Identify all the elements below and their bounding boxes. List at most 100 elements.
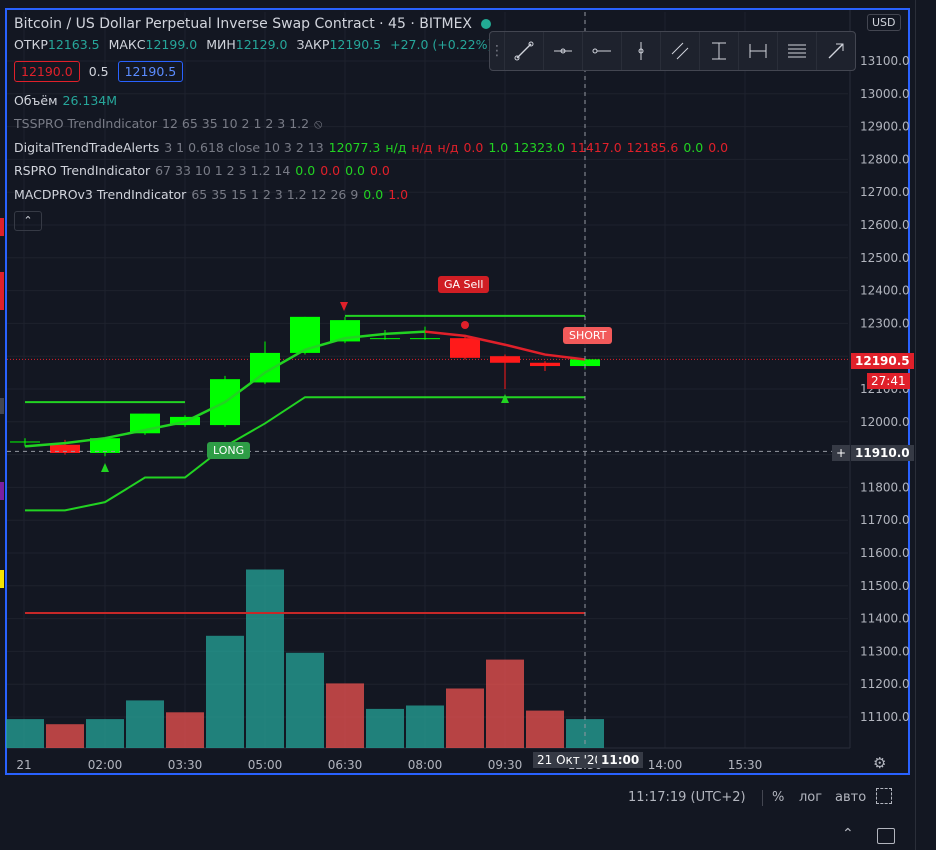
ga-sell-label: GA Sell (438, 276, 490, 293)
buy-button[interactable]: 12190.5 (117, 61, 184, 82)
candle-body (370, 338, 400, 340)
fullscreen-icon[interactable] (876, 788, 892, 804)
indicator-value: 0.0 (295, 163, 316, 178)
indicator-legend[interactable]: TSSPRO TrendIndicator 12 65 35 10 2 1 2 3… (14, 116, 327, 132)
indicator-value: 0.0 (463, 140, 484, 155)
close-label: ЗАКР (296, 37, 330, 52)
price-axis-label: 11300.0 (860, 644, 910, 658)
price-axis-label: 12500.0 (860, 251, 910, 265)
arrow-tool-icon[interactable] (816, 32, 855, 70)
settings-gear-icon[interactable]: ⚙ (873, 754, 887, 772)
indicator-value: 12323.0 (513, 140, 565, 155)
price-axis-label: 12800.0 (860, 152, 910, 166)
indicator-name: RSPRO TrendIndicator (14, 163, 151, 178)
auto-toggle[interactable]: авто (835, 790, 867, 805)
price-axis-label: 13100.0 (860, 54, 910, 68)
chevron-up-icon[interactable]: ⌃ (842, 826, 854, 842)
time-axis-label: 06:30 (328, 758, 363, 772)
trend-line-tool-icon[interactable] (504, 32, 543, 70)
change-value: +27.0 (+0.22%) (390, 37, 493, 52)
market-open-icon (481, 19, 492, 29)
indicator-name: TSSPRO TrendIndicator (14, 116, 157, 131)
parallel-channel-tool-icon[interactable] (660, 32, 699, 70)
hidden-eye-icon[interactable]: ⦸ (314, 116, 323, 131)
price-axis-label: 11400.0 (860, 612, 910, 626)
indicator-value: 12185.6 (626, 140, 679, 155)
indicator-value: н/д (411, 140, 433, 155)
volume-bar (286, 652, 324, 748)
fib-retracement-tool-icon[interactable] (777, 32, 816, 70)
open-label: ОТКР (14, 37, 48, 52)
price-axis-label: 11800.0 (860, 480, 910, 494)
crosshair-plus-icon[interactable]: + (832, 445, 851, 461)
sell-signal-marker (340, 302, 348, 311)
price-axis-label: 12900.0 (860, 120, 910, 134)
crosshair-date-tag: 21 Окт '20 (533, 752, 607, 768)
low-value: 12129.0 (235, 37, 288, 52)
buy-signal-marker (101, 463, 109, 472)
volume-bar (486, 659, 524, 748)
drag-handle-icon[interactable]: ⋮ (490, 43, 504, 59)
time-axis-label: 03:30 (168, 758, 203, 772)
time-axis-label: 09:30 (488, 758, 523, 772)
indicator-params: 65 35 15 1 2 3 1.2 12 26 9 (191, 187, 359, 202)
maximize-panel-icon[interactable] (877, 828, 895, 844)
divider (762, 790, 763, 806)
crosshair-time-tag: 11:00 (597, 752, 644, 768)
indicator-value: н/д (437, 140, 459, 155)
price-axis-label: 12000.0 (860, 415, 910, 429)
sell-button[interactable]: 12190.0 (14, 61, 80, 82)
right-sidebar (915, 0, 936, 850)
low-label: МИН (206, 37, 236, 52)
current-price-tag: 12190.5 (851, 353, 914, 369)
high-value: 12199.0 (145, 37, 198, 52)
price-axis-label: 11700.0 (860, 513, 910, 527)
volume-bar (6, 719, 44, 748)
clock: 11:17:19 (UTC+2) (628, 790, 746, 805)
volume-value: 26.134M (62, 93, 118, 108)
log-toggle[interactable]: лог (799, 790, 823, 805)
close-value: 12190.5 (329, 37, 382, 52)
date-range-tool-icon[interactable] (738, 32, 777, 70)
currency-badge[interactable]: USD (867, 14, 901, 31)
percent-toggle[interactable]: % (772, 790, 785, 805)
time-axis-label: 14:00 (648, 758, 683, 772)
vertical-line-tool-icon[interactable] (621, 32, 660, 70)
collapse-legend-button[interactable]: ⌃ (14, 211, 42, 231)
volume-bar (86, 719, 124, 748)
indicator-value: 12077.3 (328, 140, 381, 155)
order-panel: 12190.0 0.5 12190.5 (14, 61, 188, 82)
symbol-name: Bitcoin / US Dollar Perpetual Inverse Sw… (14, 16, 473, 32)
candle-body (530, 362, 560, 367)
indicator-legend[interactable]: MACDPROv3 TrendIndicator 65 35 15 1 2 3 1… (14, 187, 413, 202)
volume-bar (526, 710, 564, 748)
volume-bar (326, 683, 364, 748)
candle-body (570, 359, 600, 367)
indicator-value: н/д (385, 140, 407, 155)
indicator-legend[interactable]: DigitalTrendTradeAlerts 3 1 0.618 close 1… (14, 140, 733, 155)
time-axis-label: 02:00 (88, 758, 123, 772)
candle-body (490, 356, 520, 363)
price-axis-label: 11200.0 (860, 677, 910, 691)
volume-bar (406, 705, 444, 748)
trend-line-down (424, 330, 586, 361)
long-label: LONG (207, 442, 251, 459)
price-axis-label: 12400.0 (860, 284, 910, 298)
time-axis-label: 05:00 (248, 758, 283, 772)
volume-bar (246, 569, 284, 748)
horizontal-line-tool-icon[interactable] (582, 32, 621, 70)
price-axis-label: 12700.0 (860, 185, 910, 199)
indicator-value: 0.0 (683, 140, 704, 155)
candle-body (450, 338, 480, 358)
volume-bar (46, 724, 84, 748)
volume-bar (446, 688, 484, 748)
price-axis-label: 11600.0 (860, 546, 910, 560)
chart-frame[interactable] (5, 8, 910, 775)
price-range-tool-icon[interactable] (699, 32, 738, 70)
indicator-legend[interactable]: RSPRO TrendIndicator 67 33 10 1 2 3 1.2 1… (14, 163, 395, 178)
volume-legend: Объём 26.134M (14, 93, 122, 108)
indicator-value: 1.0 (488, 140, 509, 155)
horizontal-ray-tool-icon[interactable] (543, 32, 582, 70)
indicator-value: 0.0 (345, 163, 365, 178)
